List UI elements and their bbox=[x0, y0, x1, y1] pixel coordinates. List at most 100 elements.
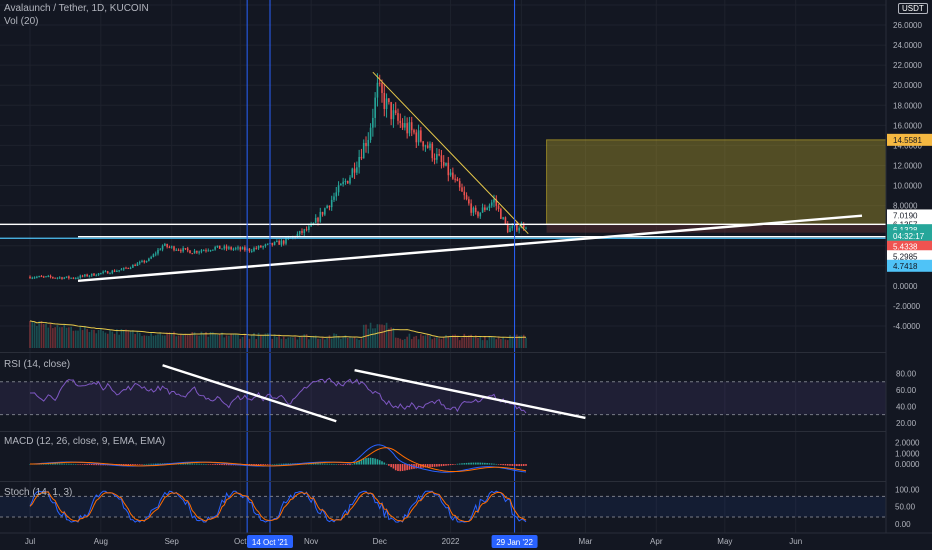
volume-bar bbox=[166, 332, 168, 348]
candle bbox=[29, 276, 31, 279]
volume-bar bbox=[493, 337, 495, 348]
trendline bbox=[77, 214, 863, 283]
macd-histogram-bar bbox=[447, 464, 450, 466]
volume-bar bbox=[324, 339, 326, 348]
macd-histogram-bar bbox=[426, 464, 429, 468]
macd-histogram-bar bbox=[276, 463, 278, 465]
price-label-badge bbox=[887, 240, 932, 253]
volume-bar bbox=[205, 332, 207, 348]
volume-bar bbox=[221, 332, 223, 348]
candle bbox=[365, 143, 367, 147]
macd-histogram-bar bbox=[79, 464, 82, 465]
candle bbox=[522, 224, 525, 229]
macd-histogram-bar bbox=[394, 464, 397, 471]
macd-histogram-bar bbox=[449, 464, 452, 466]
volume-bar bbox=[326, 337, 328, 348]
candle bbox=[72, 277, 75, 279]
candle bbox=[415, 132, 418, 143]
candle bbox=[260, 245, 262, 248]
candle bbox=[93, 273, 95, 276]
candle bbox=[367, 139, 370, 147]
candle bbox=[420, 130, 422, 142]
candle bbox=[109, 273, 111, 275]
macd-histogram-bar bbox=[221, 464, 223, 466]
candle bbox=[150, 257, 152, 259]
price-tick-label: -4.0000 bbox=[893, 322, 921, 331]
macd-histogram-bar bbox=[47, 463, 50, 465]
volume-bar bbox=[100, 328, 102, 348]
macd-histogram-bar bbox=[262, 464, 264, 465]
candle bbox=[447, 162, 450, 176]
macd-histogram-bar bbox=[472, 462, 475, 465]
volume-bar bbox=[404, 339, 406, 348]
macd-histogram-bar bbox=[198, 463, 200, 465]
volume-bar bbox=[410, 339, 413, 348]
macd-histogram-bar bbox=[497, 464, 500, 465]
candle bbox=[399, 120, 402, 123]
volume-bar bbox=[189, 334, 191, 348]
volume-bar bbox=[127, 331, 130, 348]
candle bbox=[230, 247, 232, 250]
candle bbox=[436, 154, 438, 160]
candle bbox=[278, 241, 280, 245]
currency-badge[interactable]: USDT bbox=[898, 3, 928, 14]
candle bbox=[193, 250, 196, 254]
macd-histogram-bar bbox=[328, 463, 331, 465]
candle bbox=[433, 158, 436, 160]
volume-bar bbox=[397, 337, 399, 348]
candle bbox=[214, 247, 216, 250]
macd-histogram-bar bbox=[337, 464, 340, 465]
candle bbox=[157, 249, 159, 254]
candle bbox=[86, 274, 88, 277]
macd-histogram-bar bbox=[285, 463, 287, 465]
volume-bar bbox=[420, 334, 422, 348]
macd-histogram-bar bbox=[365, 458, 367, 465]
volume-bar bbox=[143, 335, 146, 348]
macd-histogram-bar bbox=[150, 463, 152, 465]
rsi-band bbox=[0, 381, 886, 415]
candle bbox=[271, 242, 274, 245]
time-tick-label: May bbox=[717, 537, 732, 546]
volume-bar bbox=[367, 328, 370, 348]
candle bbox=[500, 208, 502, 219]
macd-histogram-bar bbox=[184, 463, 187, 465]
volume-bar bbox=[159, 332, 162, 348]
volume-bar bbox=[52, 328, 54, 348]
volume-bar bbox=[516, 334, 518, 348]
candle bbox=[177, 249, 180, 251]
candle bbox=[88, 275, 91, 277]
volume-label: Vol (20) bbox=[4, 16, 39, 27]
macd-tick-label: 1.0000 bbox=[895, 449, 920, 458]
candle bbox=[468, 199, 470, 204]
macd-histogram-bar bbox=[481, 462, 484, 465]
price-tick-label: 0.0000 bbox=[893, 282, 918, 291]
volume-bar bbox=[303, 334, 306, 348]
macd-histogram-bar bbox=[97, 464, 100, 466]
price-tick-label: 14.0000 bbox=[893, 141, 922, 150]
macd-histogram-bar bbox=[420, 464, 422, 468]
candle bbox=[326, 205, 328, 209]
volume-bar bbox=[47, 327, 50, 348]
volume-bar bbox=[349, 336, 351, 348]
volume-bar bbox=[97, 329, 100, 348]
macd-histogram-bar bbox=[461, 463, 463, 465]
candle bbox=[113, 270, 116, 272]
candle bbox=[449, 172, 452, 176]
volume-bar bbox=[374, 328, 376, 348]
pane-separator[interactable] bbox=[0, 352, 886, 353]
volume-bar bbox=[289, 337, 292, 348]
volume-bar bbox=[330, 338, 333, 348]
volume-bar bbox=[207, 336, 210, 348]
volume-bar bbox=[88, 331, 91, 348]
candle bbox=[198, 251, 200, 253]
macd-histogram-bar bbox=[93, 464, 95, 466]
pane-separator[interactable] bbox=[0, 481, 886, 482]
candle bbox=[385, 98, 388, 109]
volume-bar bbox=[470, 334, 472, 348]
pane-separator[interactable] bbox=[0, 431, 886, 432]
candle bbox=[74, 277, 77, 279]
macd-histogram-bar bbox=[433, 464, 436, 467]
volume-bar bbox=[431, 339, 434, 348]
macd-histogram-bar bbox=[278, 463, 280, 465]
